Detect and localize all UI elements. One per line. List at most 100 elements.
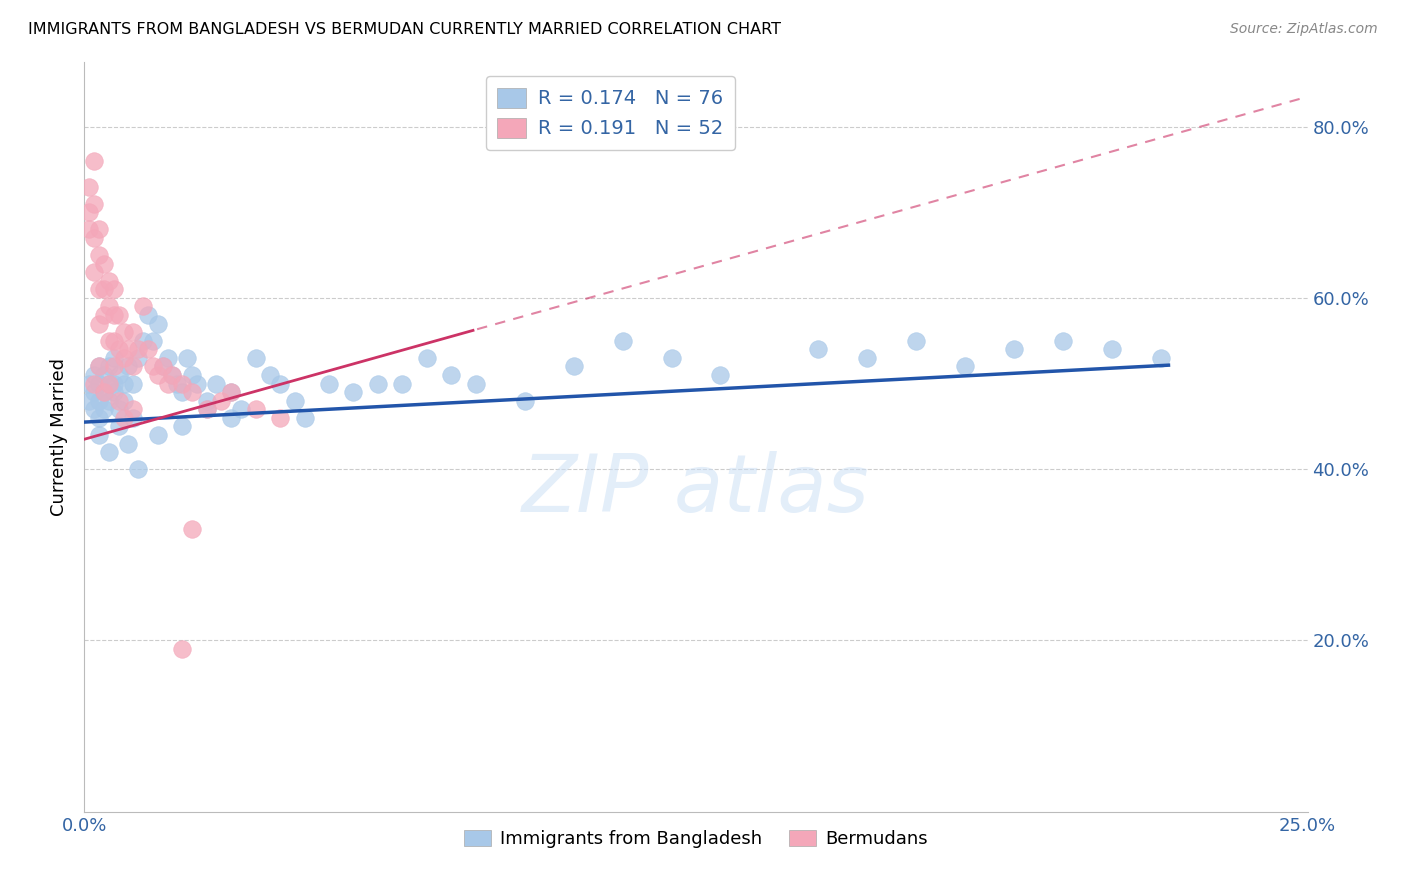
Point — [284, 393, 307, 408]
Text: IMMIGRANTS FROM BANGLADESH VS BERMUDAN CURRENTLY MARRIED CORRELATION CHART: IMMIGRANTS FROM BANGLADESH VS BERMUDAN C… — [28, 22, 782, 37]
Point — [83, 196, 105, 211]
Point — [219, 385, 242, 400]
Point — [136, 343, 159, 357]
Point — [513, 393, 536, 408]
Point — [112, 376, 135, 391]
Point — [612, 334, 634, 348]
Point — [156, 376, 179, 391]
Point — [391, 376, 413, 391]
Point — [103, 376, 125, 391]
Point — [186, 376, 208, 391]
Point — [172, 642, 194, 657]
Point — [93, 282, 115, 296]
Point — [77, 393, 100, 408]
Point — [97, 393, 120, 408]
Point — [856, 351, 879, 365]
Point — [93, 385, 115, 400]
Point — [245, 402, 267, 417]
Point — [152, 359, 174, 374]
Point — [142, 334, 165, 348]
Point — [176, 351, 198, 365]
Text: Source: ZipAtlas.com: Source: ZipAtlas.com — [1230, 22, 1378, 37]
Point — [127, 462, 149, 476]
Point — [905, 334, 928, 348]
Point — [122, 410, 145, 425]
Point — [166, 376, 188, 391]
Point — [181, 385, 204, 400]
Point — [172, 385, 194, 400]
Point — [112, 325, 135, 339]
Point — [103, 334, 125, 348]
Point — [107, 368, 129, 382]
Point — [181, 522, 204, 536]
Point — [87, 248, 110, 262]
Point — [146, 428, 169, 442]
Point — [162, 368, 184, 382]
Point — [83, 385, 105, 400]
Point — [117, 436, 139, 450]
Point — [87, 222, 110, 236]
Point — [259, 368, 281, 382]
Point — [195, 402, 218, 417]
Point — [1150, 351, 1173, 365]
Point — [156, 351, 179, 365]
Point — [1101, 343, 1123, 357]
Point — [229, 402, 252, 417]
Point — [269, 376, 291, 391]
Point — [132, 300, 155, 314]
Point — [709, 368, 731, 382]
Point — [807, 343, 830, 357]
Point — [219, 385, 242, 400]
Text: ZIP atlas: ZIP atlas — [522, 450, 870, 529]
Point — [87, 376, 110, 391]
Point — [195, 393, 218, 408]
Point — [97, 376, 120, 391]
Point — [464, 376, 486, 391]
Point — [107, 343, 129, 357]
Point — [122, 376, 145, 391]
Point — [245, 351, 267, 365]
Point — [93, 257, 115, 271]
Point — [97, 376, 120, 391]
Point — [77, 179, 100, 194]
Point — [122, 325, 145, 339]
Point — [93, 385, 115, 400]
Point — [172, 376, 194, 391]
Point — [97, 300, 120, 314]
Point — [162, 368, 184, 382]
Point — [181, 368, 204, 382]
Point — [127, 343, 149, 357]
Point — [112, 351, 135, 365]
Point — [562, 359, 585, 374]
Point — [127, 351, 149, 365]
Point — [342, 385, 364, 400]
Point — [97, 359, 120, 374]
Point — [661, 351, 683, 365]
Point — [87, 410, 110, 425]
Point — [97, 445, 120, 459]
Point — [112, 393, 135, 408]
Point — [93, 402, 115, 417]
Point — [103, 385, 125, 400]
Point — [103, 308, 125, 322]
Point — [97, 274, 120, 288]
Point — [93, 308, 115, 322]
Point — [103, 282, 125, 296]
Point — [107, 308, 129, 322]
Point — [205, 376, 228, 391]
Point — [416, 351, 439, 365]
Point — [367, 376, 389, 391]
Point — [195, 402, 218, 417]
Point — [107, 419, 129, 434]
Point — [77, 222, 100, 236]
Point — [294, 410, 316, 425]
Point — [146, 368, 169, 382]
Point — [152, 359, 174, 374]
Point — [1052, 334, 1074, 348]
Point — [87, 317, 110, 331]
Point — [87, 428, 110, 442]
Point — [172, 419, 194, 434]
Point — [112, 410, 135, 425]
Point — [77, 205, 100, 219]
Point — [107, 402, 129, 417]
